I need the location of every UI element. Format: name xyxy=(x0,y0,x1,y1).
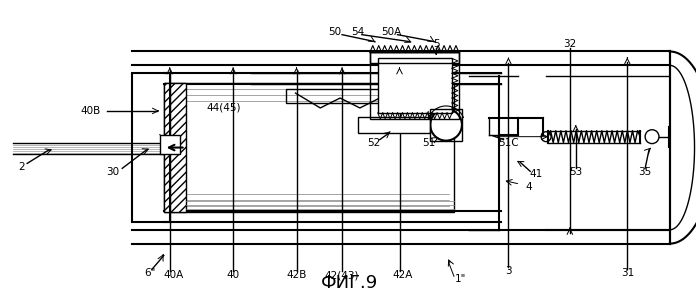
Text: 5: 5 xyxy=(433,39,440,49)
Bar xyxy=(430,109,462,141)
Text: 32: 32 xyxy=(563,39,577,49)
Text: 50: 50 xyxy=(329,27,342,37)
Text: 6": 6" xyxy=(144,268,156,278)
Bar xyxy=(164,73,500,84)
Bar xyxy=(251,73,500,84)
Bar xyxy=(377,59,452,113)
Text: 44(45): 44(45) xyxy=(206,103,240,113)
Text: 51C: 51C xyxy=(498,138,519,148)
Text: 35: 35 xyxy=(638,167,651,177)
Bar xyxy=(286,89,400,103)
Bar xyxy=(164,211,500,222)
Text: 4: 4 xyxy=(525,182,531,192)
Polygon shape xyxy=(164,83,186,212)
Text: 1": 1" xyxy=(455,274,467,284)
Text: 54: 54 xyxy=(352,27,365,37)
Bar xyxy=(660,51,680,244)
Bar xyxy=(132,73,170,222)
Text: 51: 51 xyxy=(423,138,436,148)
Text: ФИГ.9: ФИГ.9 xyxy=(322,274,379,292)
Text: 53: 53 xyxy=(569,167,582,177)
Bar xyxy=(132,73,170,222)
Bar xyxy=(358,117,430,124)
Bar xyxy=(377,101,452,113)
Text: 30: 30 xyxy=(106,167,119,177)
Text: 42(43): 42(43) xyxy=(325,270,359,280)
Text: 40: 40 xyxy=(226,270,240,280)
Bar xyxy=(370,53,459,64)
Text: 42A: 42A xyxy=(392,270,412,280)
Text: 31: 31 xyxy=(621,268,634,278)
Bar xyxy=(370,53,459,119)
Bar xyxy=(358,117,430,133)
Bar xyxy=(13,143,132,154)
Text: 40B: 40B xyxy=(80,106,101,116)
Bar xyxy=(370,53,459,64)
Bar xyxy=(132,230,670,244)
Text: 40A: 40A xyxy=(164,270,184,280)
Bar xyxy=(160,135,180,154)
Bar xyxy=(358,126,430,133)
Bar xyxy=(377,59,452,70)
Text: 50A: 50A xyxy=(382,27,402,37)
Text: 41: 41 xyxy=(530,169,543,179)
Text: 52: 52 xyxy=(367,138,380,148)
Text: 3: 3 xyxy=(505,266,512,276)
Bar xyxy=(430,109,462,118)
Text: 42B: 42B xyxy=(287,270,307,280)
Bar xyxy=(164,83,454,212)
Bar xyxy=(286,89,400,103)
Bar xyxy=(430,132,462,141)
Circle shape xyxy=(430,109,462,141)
Text: 2: 2 xyxy=(18,162,24,172)
Bar xyxy=(132,51,670,65)
